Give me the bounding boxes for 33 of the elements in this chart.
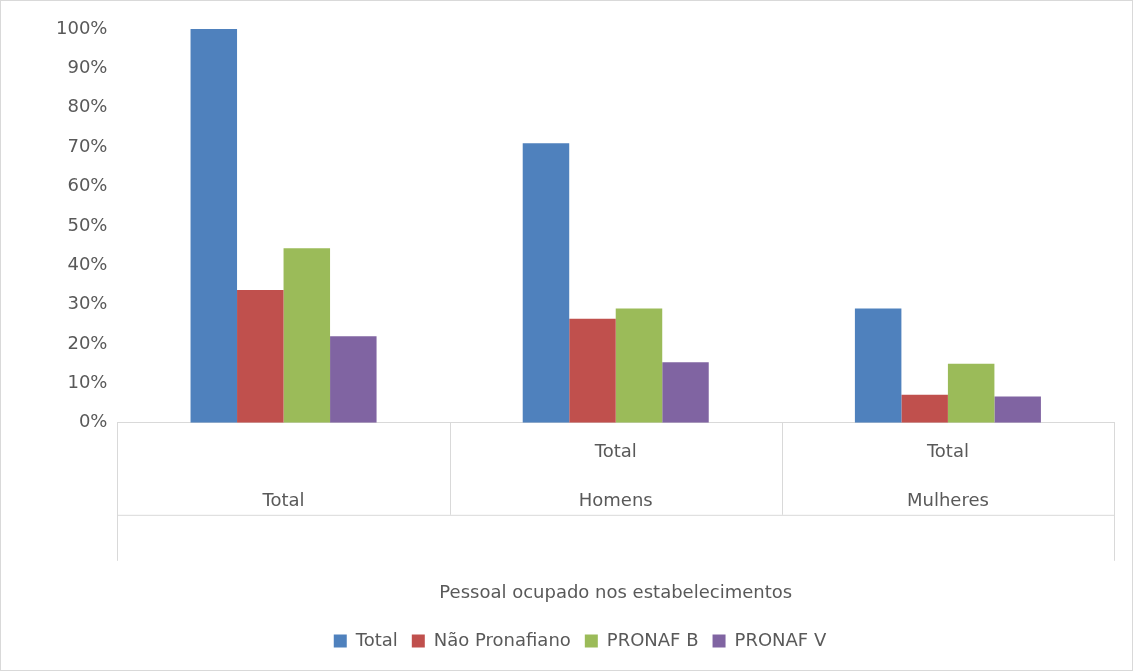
bar bbox=[615, 308, 663, 423]
y-tick-label: 20% bbox=[67, 331, 108, 353]
legend-label: PRONAF B bbox=[606, 628, 699, 650]
y-tick-label: 100% bbox=[55, 16, 108, 38]
bar bbox=[662, 362, 709, 423]
x-tick-label: Total bbox=[261, 489, 305, 511]
legend-label: PRONAF V bbox=[734, 628, 827, 650]
legend-label: Total bbox=[354, 628, 398, 650]
bar bbox=[522, 143, 570, 423]
bar bbox=[854, 308, 902, 423]
y-tick-label: 0% bbox=[78, 410, 108, 432]
legend-label: Não Pronafiano bbox=[433, 628, 571, 650]
y-tick-label: 90% bbox=[67, 56, 108, 78]
bar bbox=[330, 336, 377, 423]
y-tick-label: 30% bbox=[67, 292, 108, 314]
x-tick-label: Homens bbox=[578, 489, 653, 511]
y-tick-label: 70% bbox=[67, 134, 108, 156]
bar bbox=[994, 396, 1041, 423]
bar bbox=[190, 29, 238, 423]
bar bbox=[237, 290, 284, 423]
y-tick-label: 10% bbox=[67, 371, 108, 393]
x-tick-label: Mulheres bbox=[906, 489, 989, 511]
bar bbox=[569, 318, 616, 423]
bar bbox=[947, 363, 995, 423]
y-tick-label: 80% bbox=[67, 95, 108, 117]
text: Total bbox=[593, 440, 637, 462]
x-axis-title: Pessoal ocupado nos estabelecimentos bbox=[439, 580, 793, 602]
text: Total bbox=[925, 440, 969, 462]
bar bbox=[283, 248, 331, 423]
y-tick-label: 60% bbox=[67, 174, 108, 196]
bar bbox=[901, 394, 948, 423]
y-tick-label: 40% bbox=[67, 252, 108, 274]
y-tick-label: 50% bbox=[67, 213, 108, 235]
